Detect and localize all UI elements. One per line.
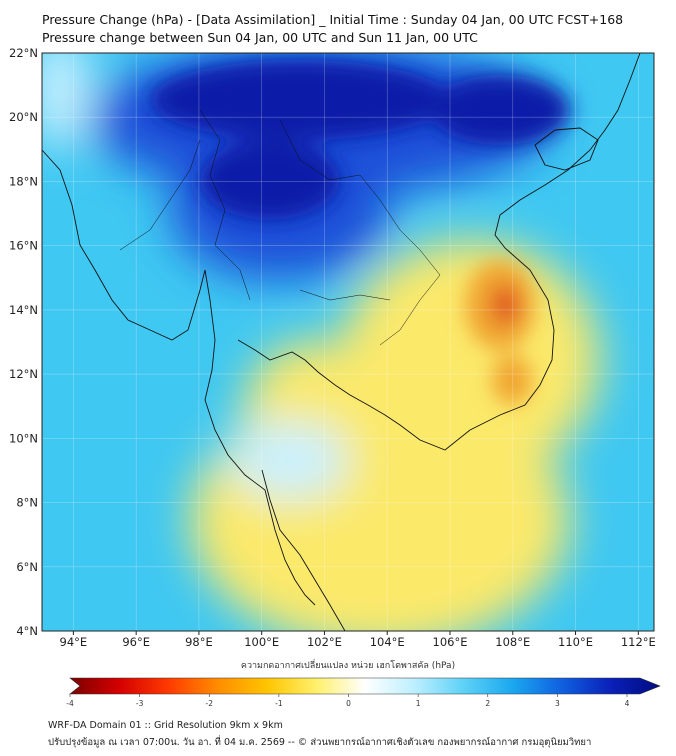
coastline-hainan <box>534 127 599 171</box>
colorbar-tick-label: 0 <box>346 699 351 708</box>
latitude-label: 14°N <box>9 303 38 317</box>
colorbar-tick-label: 3 <box>555 699 560 708</box>
latitude-label: 8°N <box>16 496 38 510</box>
latitude-label: 16°N <box>9 239 38 253</box>
coastline-gulf <box>237 53 641 451</box>
strong-rise-core <box>150 60 450 140</box>
plot-frame <box>41 52 655 632</box>
longitude-label: 106°E <box>433 635 468 649</box>
map-title: Pressure Change (hPa) - [Data Assimilati… <box>42 12 624 27</box>
map-subtitle: Pressure change between Sun 04 Jan, 00 U… <box>42 30 478 45</box>
longitude-label: 104°E <box>370 635 405 649</box>
longitude-label: 112°E <box>621 635 656 649</box>
colorbar-tick-label: 1 <box>416 699 421 708</box>
weak-fall-east <box>340 240 600 480</box>
longitude-label: 108°E <box>495 635 530 649</box>
colorbar-tick-label: -3 <box>136 699 144 708</box>
colorbar-ticks: -4 -3 -2 -1 0 1 2 3 4 <box>66 694 630 708</box>
country-borders <box>119 109 441 346</box>
colorbar: -4 -3 -2 -1 0 1 2 3 4 <box>66 677 661 708</box>
longitude-label: 96°E <box>122 635 150 649</box>
pressure-field-cores <box>150 60 570 405</box>
colorbar-label: ความกดอากาศเปลี่ยนแปลง หน่วย เฮกโตพาสคัล… <box>241 658 455 671</box>
strong-fall-core <box>491 285 519 325</box>
colorbar-tick-label: 4 <box>625 699 630 708</box>
latitude-label: 18°N <box>9 174 38 188</box>
model-info: WRF-DA Domain 01 :: Grid Resolution 9km … <box>48 720 283 731</box>
longitude-label: 110°E <box>558 635 593 649</box>
moderate-fall-core-2 <box>492 355 532 405</box>
field-layer <box>42 53 654 631</box>
strong-rise-core-3 <box>430 75 570 145</box>
strong-rise-core-2 <box>200 140 340 220</box>
latitude-labels: 22°N 20°N 18°N 16°N 14°N 12°N 10°N 8°N 6°N 4°N <box>9 46 38 638</box>
latitude-label: 12°N <box>9 367 38 381</box>
longitude-label: 100°E <box>244 635 279 649</box>
longitude-label: 94°E <box>60 635 88 649</box>
latitude-label: 4°N <box>16 624 38 638</box>
colorbar-tick-label: -4 <box>66 699 74 708</box>
colorbar-ramp <box>69 677 661 695</box>
colorbar-tick-label: 2 <box>485 699 490 708</box>
coastline-mainland <box>42 149 316 606</box>
longitude-label: 98°E <box>185 635 213 649</box>
credit-line: ปรับปรุงข้อมูล ณ เวลา 07:00น. วัน อา. ที… <box>48 737 592 748</box>
latitude-label: 22°N <box>9 46 38 60</box>
latitude-label: 20°N <box>9 110 38 124</box>
weak-rise-nw <box>42 53 90 150</box>
colorbar-tick-label: -1 <box>275 699 283 708</box>
weak-rise-gulf <box>230 420 350 500</box>
coastline-malay-east <box>261 469 346 631</box>
colorbar-tick-label: -2 <box>206 699 214 708</box>
pressure-change-map: 22°N 20°N 18°N 16°N 14°N 12°N 10°N 8°N 6°N 4°N 94… <box>9 46 661 708</box>
longitude-labels: 94°E 96°E 98°E 100°E 102°E 104°E 106°E 108°E 110… <box>60 631 656 649</box>
latitude-label: 6°N <box>16 560 38 574</box>
latitude-label: 10°N <box>9 431 38 445</box>
coastlines <box>42 53 641 631</box>
longitude-label: 102°E <box>307 635 342 649</box>
